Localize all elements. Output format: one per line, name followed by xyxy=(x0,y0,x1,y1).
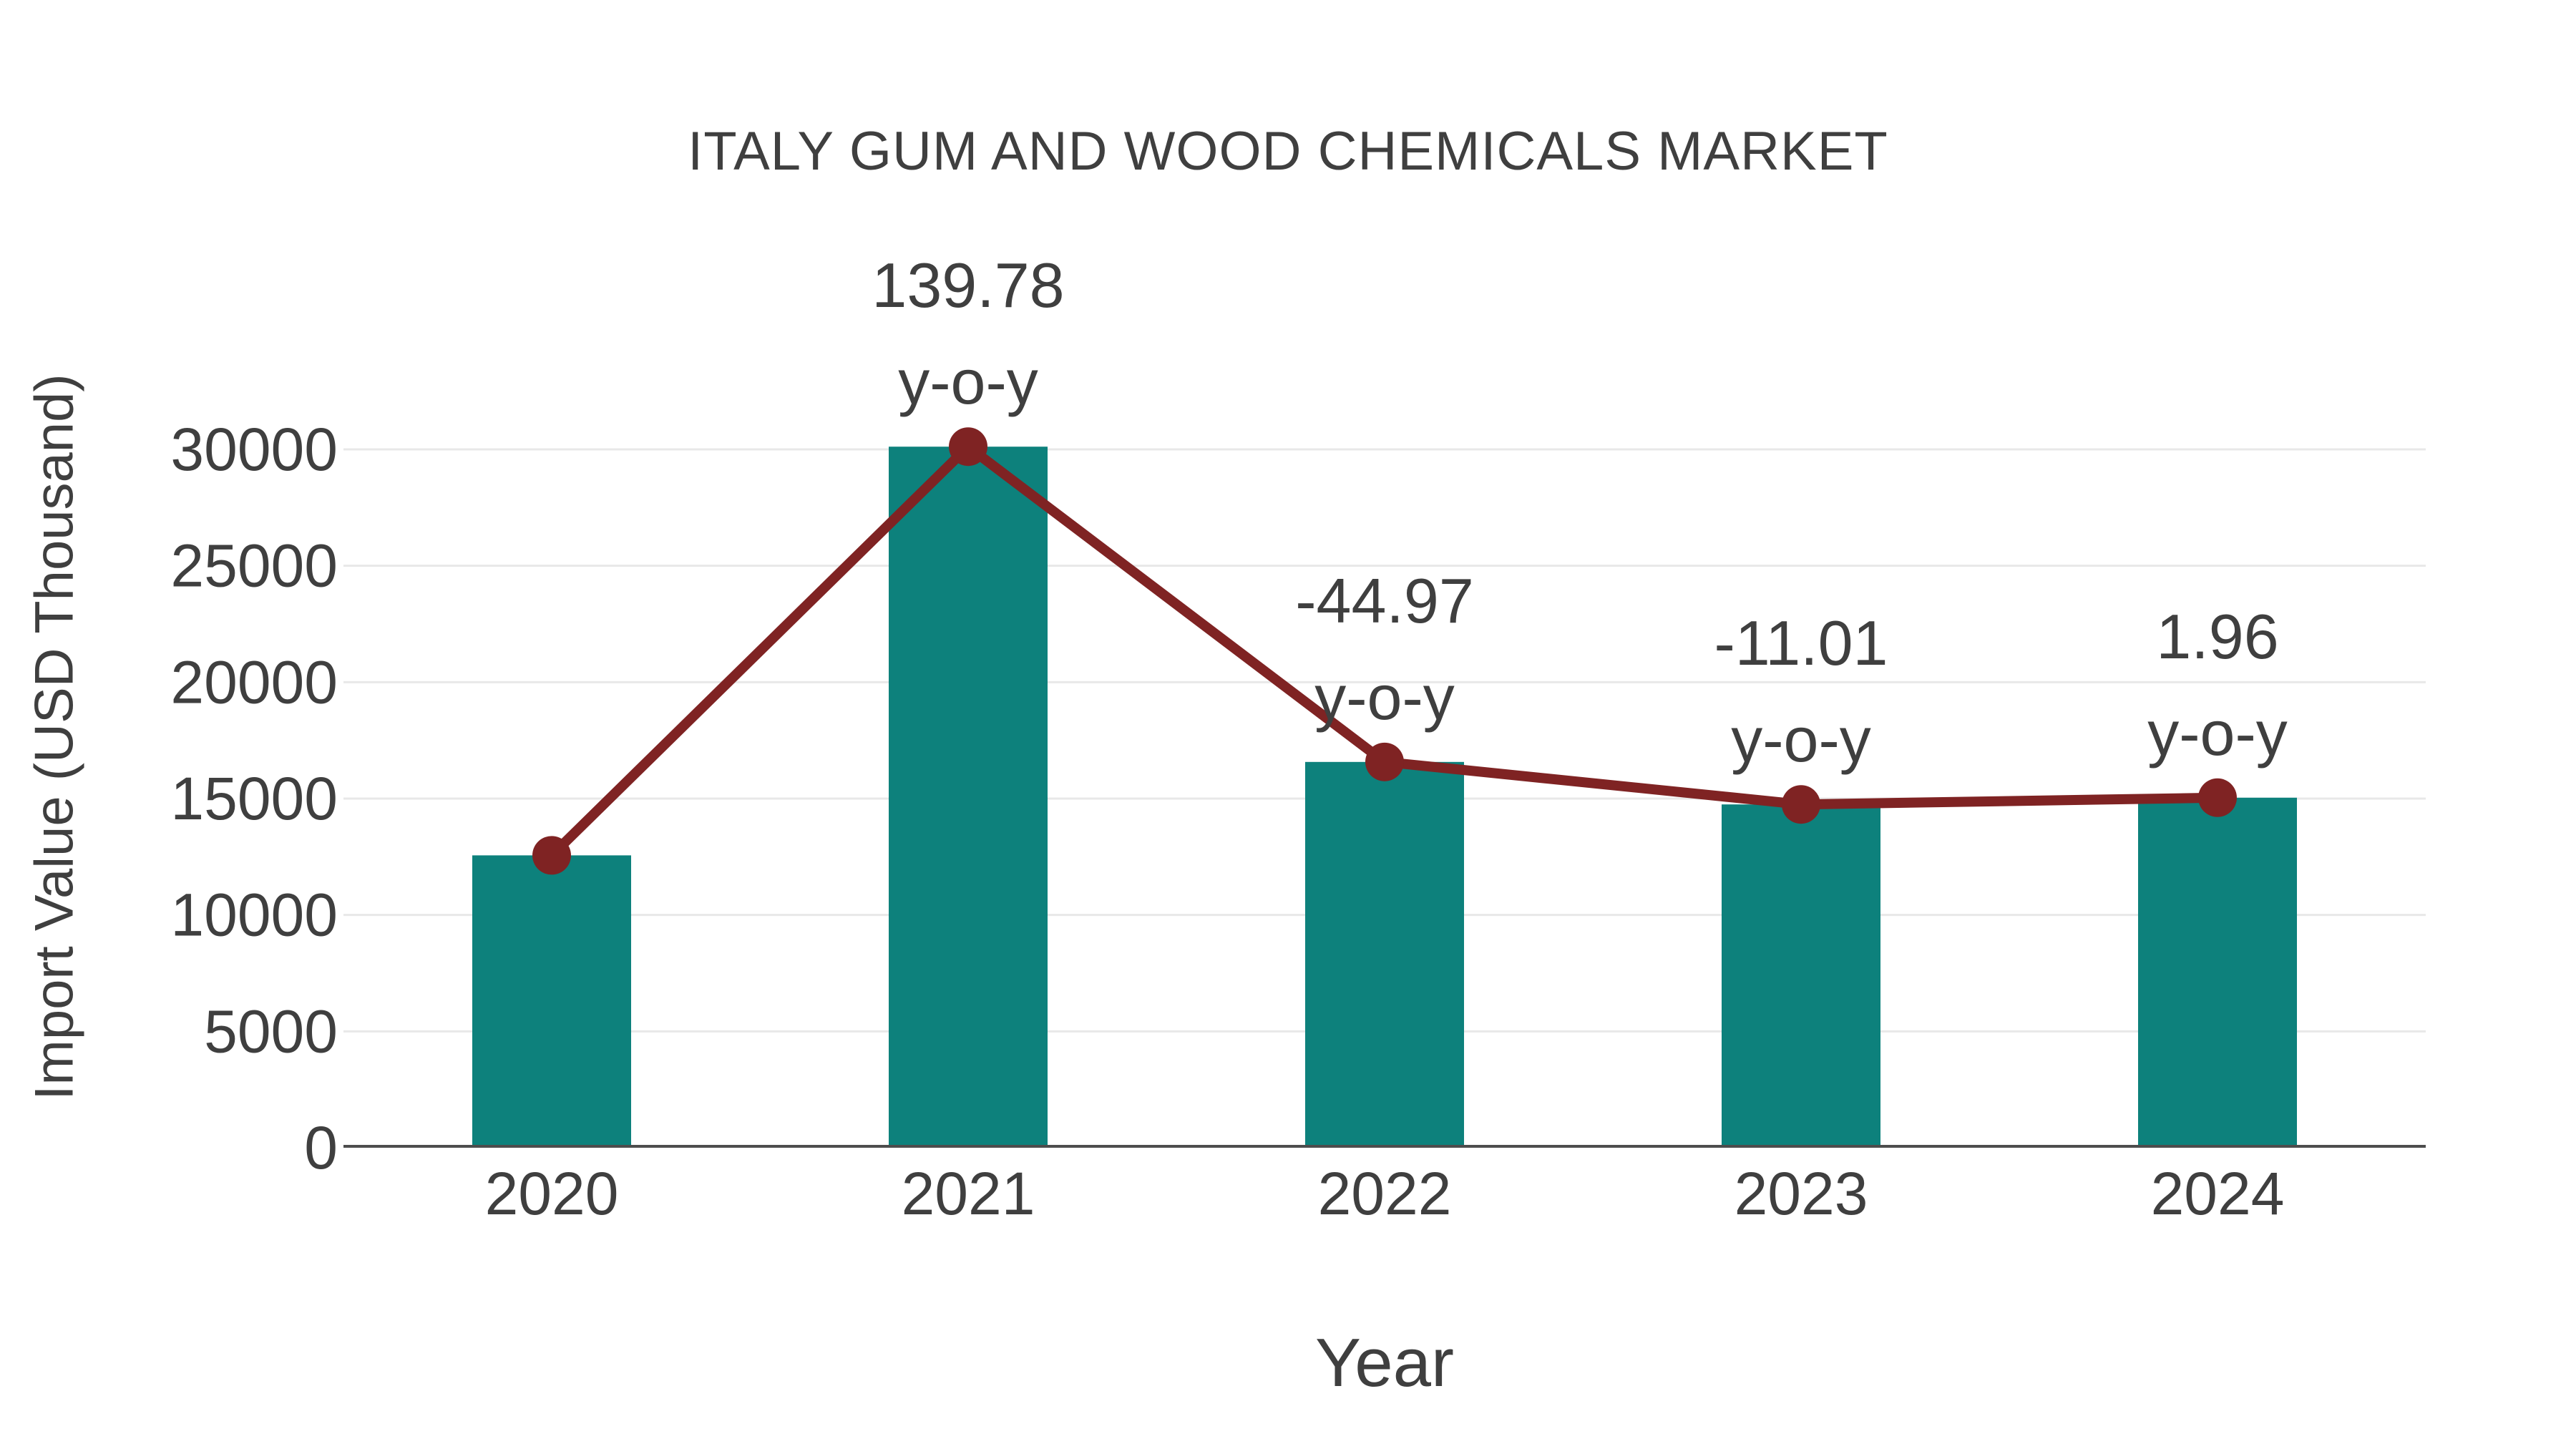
bar-2021 xyxy=(889,447,1048,1148)
y-tick-label-0: 0 xyxy=(304,1114,338,1181)
marker-2024 xyxy=(2198,778,2237,817)
markers-group xyxy=(532,427,2237,875)
annotation-suffix-2022: y-o-y xyxy=(1314,662,1455,733)
y-tick-labels-group: 0 5000 10000 15000 20000 25000 30000 xyxy=(170,416,338,1181)
annotation-suffix-2021: y-o-y xyxy=(898,346,1038,417)
annotation-value-2021: 139.78 xyxy=(872,250,1064,321)
annotation-value-2024: 1.96 xyxy=(2156,601,2278,672)
x-category-label-2021: 2021 xyxy=(902,1160,1035,1227)
annotation-value-2023: -11.01 xyxy=(1714,608,1888,678)
x-category-label-2023: 2023 xyxy=(1735,1160,1868,1227)
x-category-labels-group: 2020 2021 2022 2023 2024 xyxy=(485,1160,2285,1227)
marker-2022 xyxy=(1365,742,1404,781)
bars-group xyxy=(472,447,2297,1148)
marker-2021 xyxy=(949,427,987,467)
y-tick-label-20000: 20000 xyxy=(170,648,338,716)
y-tick-label-5000: 5000 xyxy=(204,997,338,1065)
y-tick-label-15000: 15000 xyxy=(170,765,338,832)
marker-2020 xyxy=(532,836,571,875)
marker-2023 xyxy=(1782,785,1820,824)
bar-2022 xyxy=(1305,761,1464,1148)
chart-title: ITALY GUM AND WOOD CHEMICALS MARKET xyxy=(688,121,1888,182)
bar-2023 xyxy=(1722,804,1880,1148)
x-category-label-2022: 2022 xyxy=(1318,1160,1452,1227)
annotation-suffix-2024: y-o-y xyxy=(2147,698,2288,769)
x-category-label-2020: 2020 xyxy=(485,1160,619,1227)
y-tick-label-25000: 25000 xyxy=(170,532,338,600)
bar-2024 xyxy=(2138,797,2297,1148)
x-axis-title: Year xyxy=(1315,1324,1454,1401)
annotation-value-2022: -44.97 xyxy=(1295,565,1474,636)
y-tick-label-10000: 10000 xyxy=(170,882,338,949)
y-tick-label-30000: 30000 xyxy=(170,416,338,483)
bar-2020 xyxy=(472,855,631,1148)
x-category-label-2024: 2024 xyxy=(2151,1160,2285,1227)
annotation-suffix-2023: y-o-y xyxy=(1731,704,1871,775)
annotations-group: 139.78 y-o-y -44.97 y-o-y -11.01 y-o-y 1.96 y-o… xyxy=(872,250,2287,775)
